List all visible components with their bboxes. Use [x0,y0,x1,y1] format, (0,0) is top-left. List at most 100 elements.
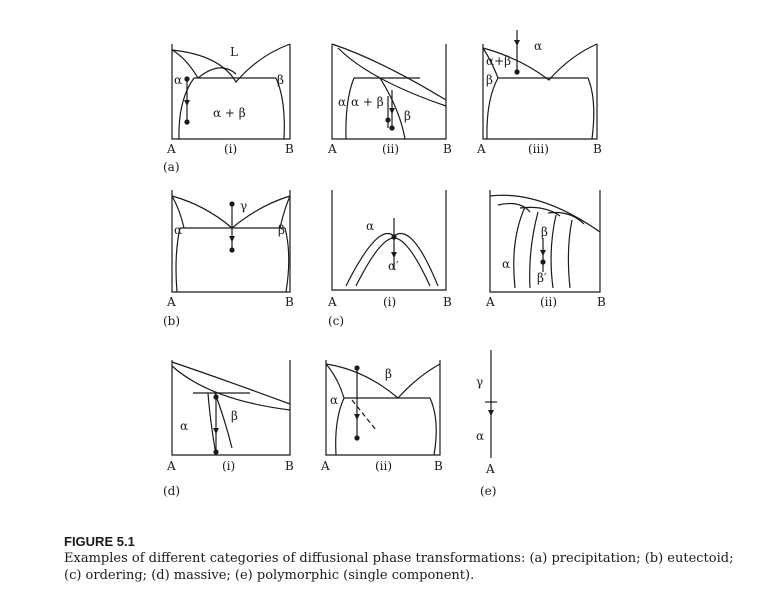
end-point [213,449,219,455]
frame [489,190,601,293]
label-beta: β [541,225,548,239]
liquidus [171,361,291,405]
label-beta-prime: β′ [537,271,547,285]
axis-right-B: B [593,142,602,156]
label-beta: β [277,73,284,87]
solvus-beta [587,77,595,140]
label-gamma: γ [240,199,247,213]
frame [325,360,441,456]
subpanel-label: (i) [222,459,235,473]
figure-caption: Examples of different categories of diff… [64,551,734,583]
axis-right-B: B [285,459,294,473]
gamma-left [171,195,185,229]
label-beta: β [385,367,392,381]
diagram-d-i: α β A B (i) [166,360,294,473]
axis-right-B: B [443,142,452,156]
axis-right-B: B [285,295,294,309]
liquidus-left [325,363,345,399]
gamma-boundary [171,195,291,229]
axis-left-A: A [166,459,176,473]
frame [331,44,447,140]
solvus-alpha [175,227,181,293]
subpanel-label: (i) [383,295,396,309]
panel-label-a: (a) [163,160,180,174]
panel-label-b: (b) [163,314,180,328]
solvus-beta [275,77,285,140]
end-point [354,435,360,441]
frame [171,44,291,140]
subpanel-label: (iii) [528,142,549,156]
panel-label-c: (c) [328,314,344,328]
solvus-alpha [345,77,355,140]
arrow-icon [488,410,494,416]
axis-right-B: B [597,295,606,309]
axis-right-B: B [443,295,452,309]
figure-title: FIGURE 5.1 [64,534,135,549]
label-alpha: α [502,257,510,271]
arrow-icon [389,108,395,114]
metastable-boundary [351,399,377,431]
diagram-a-ii: α α + β β A B (ii) [327,43,452,156]
label-alpha: α [174,223,182,237]
start-point [229,201,235,207]
label-beta: β [231,409,238,423]
frame [171,360,291,456]
diagram-c-ii: β α β′ A B (ii) [485,190,606,309]
subpanel-label: (ii) [375,459,392,473]
axis-left-A: A [166,295,176,309]
solvus-alpha [335,397,345,456]
solvus-beta [284,227,290,293]
axis-A: A [485,462,495,476]
end-point [514,69,520,75]
end-point [540,259,546,265]
frame [331,190,447,291]
axis-left-A: A [166,142,176,156]
curve-1 [497,202,531,213]
label-gamma: γ [476,375,483,389]
arrow-icon [354,414,360,420]
label-beta: β [404,109,411,123]
end-point [184,119,190,125]
subpanel-label: (i) [224,142,237,156]
arrow-icon [213,428,219,434]
gamma-right [279,195,291,229]
solvus-beta [379,77,406,140]
diagram-b: γ α β A B [166,190,294,309]
transition-point [391,234,397,240]
boundary-3 [550,214,557,289]
liquidus [489,194,601,233]
start-point [213,394,219,400]
phase-boundary-2 [214,392,233,449]
solvus-top-left [482,47,499,79]
liquidus [331,43,447,101]
label-two-phase: α + β [213,106,246,120]
axis-left-A: A [327,295,337,309]
curve-3 [547,211,585,225]
axis-right-B: B [434,459,443,473]
axis-left-A: A [320,459,330,473]
end-point [389,125,395,131]
label-alpha: α [338,95,346,109]
label-alpha: α [180,419,188,433]
end-point [229,247,235,253]
diagram-c-i: α α′ A B (i) [327,190,452,309]
panel-label-d: (d) [163,484,180,498]
arrow-icon [540,250,546,256]
label-alpha: α [174,73,182,87]
label-alpha: α [366,219,374,233]
axis-left-A: A [327,142,337,156]
axis-left-A: A [476,142,486,156]
solvus-alpha [178,77,195,140]
label-alpha-prime: α′ [388,259,399,273]
label-L: L [230,45,238,59]
solidus [171,365,291,411]
axis-right-B: B [285,142,294,156]
axis-left-A: A [485,295,495,309]
label-alpha: α [330,393,338,407]
liquidus-left [171,49,199,79]
liquidus-right [171,43,291,84]
liquidus [482,43,598,81]
arrow-icon [229,236,235,242]
label-beta: β [486,73,493,87]
diagram-e: γ α A [476,350,497,476]
